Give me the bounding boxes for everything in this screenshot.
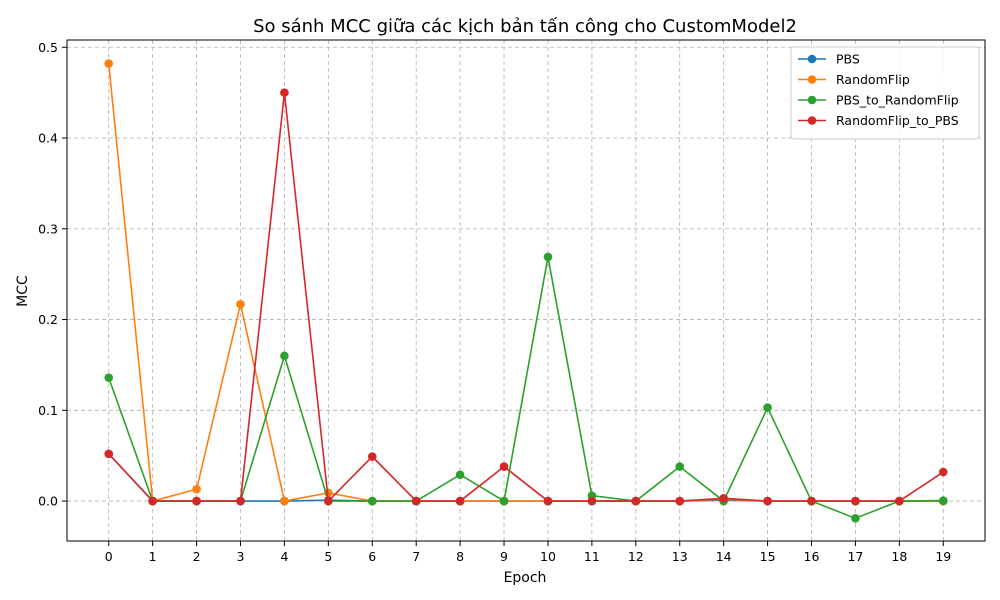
legend: PBS RandomFlip PBS_to_RandomFlip RandomFlip… — [790, 46, 980, 140]
series-layer — [104, 59, 948, 523]
x-tick-label: 15 — [760, 549, 776, 564]
x-tick-label: 14 — [716, 549, 732, 564]
data-point-randomflip-to-pbs — [324, 496, 333, 506]
y-tick-label: 0.3 — [38, 221, 58, 236]
legend-label: PBS — [836, 52, 860, 67]
y-tick-label: 0.1 — [38, 403, 58, 418]
x-tick-label: 12 — [628, 549, 644, 564]
data-point-randomflip-to-pbs — [148, 496, 157, 506]
data-point-pbs-to-randomflip — [455, 470, 465, 480]
data-point-pbs-to-randomflip — [367, 496, 377, 506]
x-tick-label: 8 — [456, 549, 464, 564]
data-point-randomflip-to-pbs — [895, 496, 904, 506]
data-point-randomflip — [192, 484, 201, 494]
data-point-randomflip-to-pbs — [763, 496, 772, 506]
legend-swatch-marker — [807, 95, 817, 105]
chart-title: So sánh MCC giữa các kịch bản tấn công c… — [253, 16, 797, 37]
series-pbs-to-randomflip — [104, 252, 948, 523]
x-tick-label: 10 — [540, 549, 556, 564]
data-point-randomflip — [280, 496, 289, 506]
series-randomflip-to-pbs — [104, 88, 948, 506]
y-axis-ticks: 0.0 0.1 0.2 0.3 0.4 0.5 — [38, 40, 67, 509]
x-tick-label: 16 — [804, 549, 820, 564]
data-point-pbs-to-randomflip — [499, 496, 509, 506]
x-tick-label: 19 — [935, 549, 951, 564]
data-point-randomflip-to-pbs — [938, 467, 948, 477]
legend-label: RandomFlip — [836, 72, 910, 87]
legend-label: PBS_to_RandomFlip — [836, 93, 959, 108]
x-tick-label: 2 — [193, 549, 201, 564]
x-tick-label: 0 — [105, 549, 113, 564]
data-point-randomflip-to-pbs — [675, 496, 685, 506]
legend-swatch-marker — [807, 54, 817, 64]
data-point-randomflip — [236, 299, 245, 309]
x-tick-label: 11 — [584, 549, 600, 564]
x-axis-label: Epoch — [504, 570, 547, 586]
x-tick-label: 3 — [237, 549, 245, 564]
legend-item-pbs: PBS — [798, 52, 860, 67]
y-tick-label: 0.5 — [38, 40, 58, 55]
y-tick-label: 0.2 — [38, 312, 58, 327]
y-axis-label: MCC — [15, 275, 31, 307]
x-tick-label: 13 — [672, 549, 688, 564]
x-axis-ticks: 0 1 2 3 4 5 6 7 8 9 10 11 12 13 14 15 16 17 18 19 — [105, 541, 951, 564]
legend-item-pbs-to-randomflip: PBS_to_RandomFlip — [798, 93, 959, 108]
legend-item-randomflip: RandomFlip — [798, 72, 910, 87]
data-point-pbs-to-randomflip — [763, 403, 772, 412]
x-tick-label: 17 — [847, 549, 863, 564]
series-line-pbs-to-randomflip — [107, 256, 944, 520]
data-point-randomflip-to-pbs — [104, 449, 114, 459]
x-tick-label: 1 — [149, 549, 157, 564]
data-point-randomflip-to-pbs — [192, 496, 201, 506]
data-point-pbs-to-randomflip — [280, 351, 289, 361]
data-point-randomflip-to-pbs — [411, 496, 421, 506]
series-line-randomflip-to-pbs — [108, 91, 944, 502]
series-pbs — [104, 449, 948, 506]
data-point-randomflip-to-pbs — [280, 88, 289, 97]
legend-swatch-marker — [807, 116, 817, 125]
data-point-pbs-to-randomflip — [675, 462, 685, 471]
data-point-randomflip-to-pbs — [719, 494, 728, 503]
x-tick-label: 9 — [500, 549, 508, 564]
legend-swatch-marker — [807, 75, 817, 84]
data-point-randomflip-to-pbs — [367, 452, 377, 461]
x-tick-label: 4 — [280, 549, 288, 564]
y-tick-label: 0.0 — [38, 494, 58, 509]
legend-box — [790, 46, 980, 140]
series-line-pbs — [108, 453, 944, 502]
data-point-pbs-to-randomflip — [543, 252, 553, 262]
x-tick-label: 18 — [891, 549, 907, 564]
data-point-randomflip-to-pbs — [499, 462, 509, 471]
data-point-randomflip-to-pbs — [455, 496, 465, 506]
data-point-randomflip-to-pbs — [236, 496, 245, 506]
data-point-randomflip-to-pbs — [807, 496, 816, 506]
data-point-randomflip-to-pbs — [631, 496, 641, 506]
data-point-pbs-to-randomflip — [938, 496, 948, 505]
x-tick-label: 5 — [324, 549, 332, 564]
plot-frame — [66, 39, 986, 542]
data-point-randomflip-to-pbs — [587, 496, 597, 506]
x-tick-label: 6 — [368, 549, 376, 564]
legend-item-randomflip-to-pbs: RandomFlip_to_PBS — [798, 113, 959, 128]
data-point-randomflip-to-pbs — [851, 496, 860, 506]
data-point-pbs-to-randomflip — [851, 514, 860, 523]
data-point-randomflip — [104, 59, 114, 68]
data-point-randomflip-to-pbs — [543, 496, 553, 506]
y-tick-label: 0.4 — [38, 131, 58, 146]
data-point-pbs-to-randomflip — [104, 373, 114, 382]
legend-label: RandomFlip_to_PBS — [836, 113, 959, 128]
x-tick-label: 7 — [412, 549, 420, 564]
